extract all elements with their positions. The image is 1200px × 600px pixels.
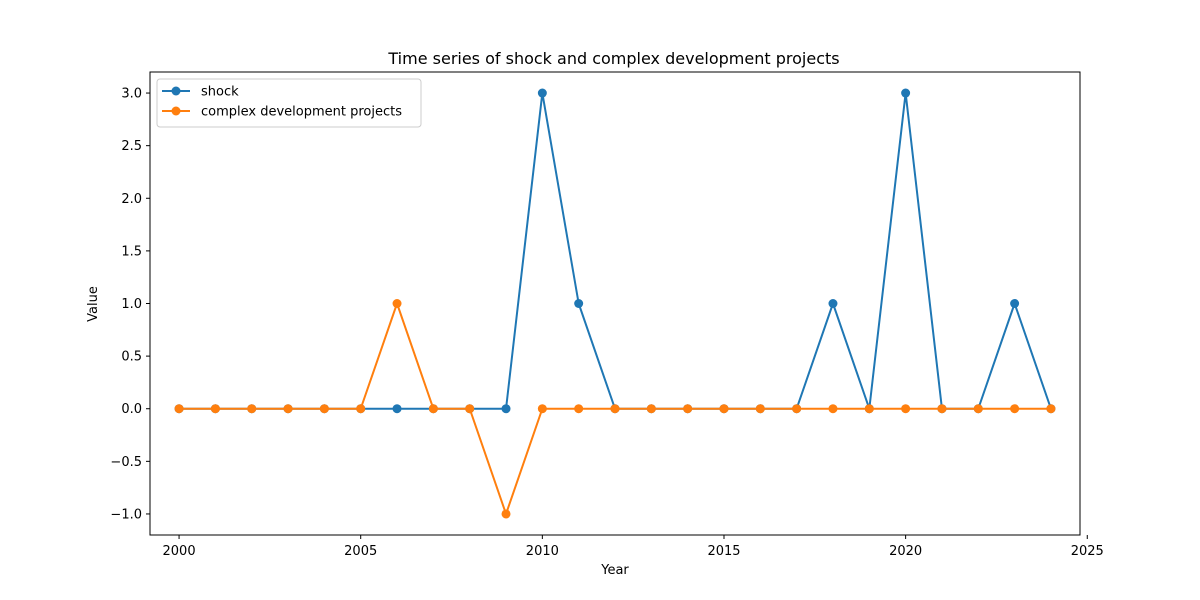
x-tick-label: 2010 xyxy=(526,544,559,559)
data-point xyxy=(537,88,547,98)
data-point xyxy=(574,299,584,308)
chart-title: Time series of shock and complex develop… xyxy=(387,49,839,68)
x-tick-label: 2020 xyxy=(889,544,922,559)
y-tick-label: 1.5 xyxy=(121,244,142,259)
y-axis-label: Value xyxy=(86,286,101,322)
data-point xyxy=(283,404,293,414)
legend-label: complex development projects xyxy=(201,105,402,120)
data-point xyxy=(174,404,184,414)
data-point xyxy=(392,299,402,308)
y-tick-label: 0.0 xyxy=(121,402,142,417)
data-point xyxy=(755,404,765,414)
data-point xyxy=(1046,404,1056,414)
data-point xyxy=(1010,299,1020,308)
data-point xyxy=(574,404,584,414)
data-point xyxy=(392,404,402,414)
data-point xyxy=(247,404,257,414)
legend-item: shock xyxy=(162,85,239,100)
x-tick-label: 2005 xyxy=(344,544,377,559)
legend: shock complex development projects xyxy=(156,78,422,128)
y-tick-label: 2.0 xyxy=(121,192,142,207)
x-tick-label: 2000 xyxy=(163,544,196,559)
legend-item: complex development projects xyxy=(162,105,402,120)
data-point xyxy=(356,404,366,414)
legend-label: shock xyxy=(201,85,239,100)
data-point xyxy=(828,299,838,308)
data-point xyxy=(973,404,983,414)
data-point xyxy=(210,404,220,414)
plot-area xyxy=(174,88,1056,519)
data-point xyxy=(1010,404,1020,414)
y-axis: −1.0 −0.5 0.0 0.5 1.0 1.5 2.0 2.5 3.0 xyxy=(110,87,150,522)
data-point xyxy=(610,404,620,414)
data-point xyxy=(428,404,438,414)
data-point xyxy=(901,404,911,414)
data-point xyxy=(719,404,729,414)
data-point xyxy=(828,404,838,414)
data-point xyxy=(646,404,656,414)
data-point xyxy=(501,404,511,414)
y-tick-label: 3.0 xyxy=(121,87,142,102)
data-point xyxy=(537,404,547,414)
data-point xyxy=(937,404,947,414)
series-1 xyxy=(174,299,1056,519)
data-point xyxy=(319,404,329,414)
legend-box xyxy=(156,78,422,128)
x-axis: 2000 2005 2010 2015 2020 2025 xyxy=(163,535,1104,559)
data-point xyxy=(501,509,511,519)
legend-swatch-marker xyxy=(171,106,181,116)
data-point xyxy=(901,88,911,98)
x-tick-label: 2025 xyxy=(1071,544,1104,559)
x-tick-label: 2015 xyxy=(707,544,740,559)
x-axis-label: Year xyxy=(600,563,629,578)
y-tick-label: 2.5 xyxy=(121,139,142,154)
y-tick-label: 0.5 xyxy=(121,350,142,365)
data-point xyxy=(792,404,802,414)
y-tick-label: 1.0 xyxy=(121,297,142,312)
data-point xyxy=(683,404,693,414)
data-point xyxy=(465,404,475,414)
y-tick-label: −1.0 xyxy=(110,507,142,522)
data-point xyxy=(864,404,874,414)
y-tick-label: −0.5 xyxy=(110,455,142,470)
legend-swatch-marker xyxy=(171,86,181,96)
